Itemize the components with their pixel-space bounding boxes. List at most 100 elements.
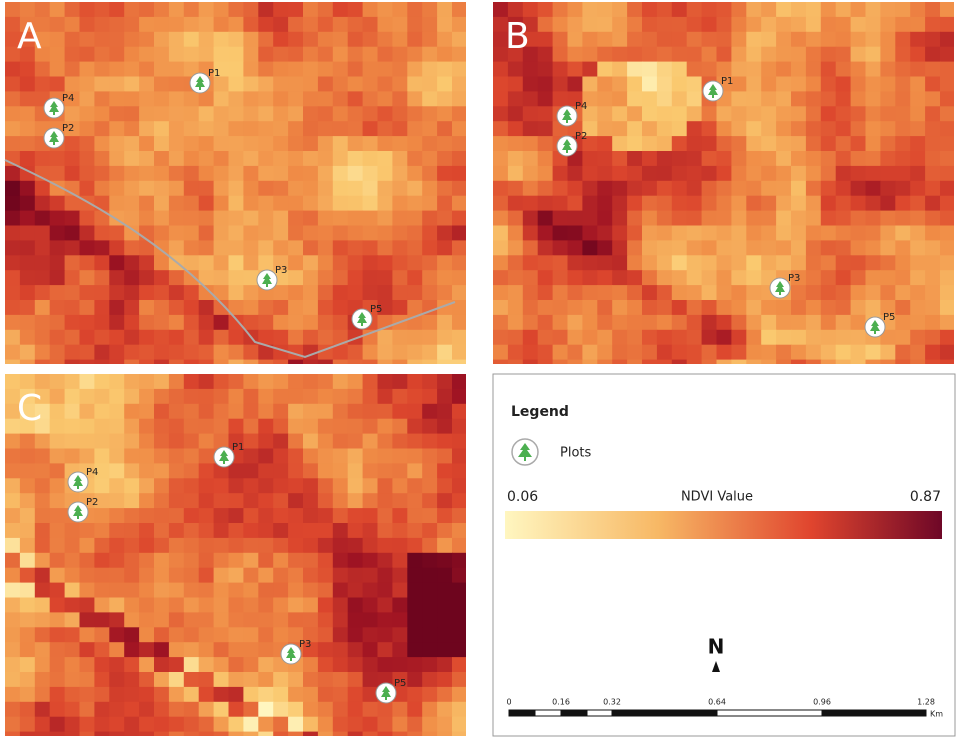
raster-cell [169, 419, 185, 435]
raster-cell [199, 568, 215, 584]
raster-cell [169, 434, 185, 450]
raster-cell [109, 493, 125, 509]
raster-cell [791, 91, 807, 107]
raster-cell [378, 732, 394, 736]
raster-cell [109, 612, 125, 628]
raster-cell [746, 17, 762, 33]
raster-cell [124, 136, 140, 152]
raster-cell [243, 270, 259, 286]
raster-cell [154, 434, 170, 450]
raster-cell [94, 449, 110, 465]
raster-cell [229, 32, 245, 48]
raster-cell [392, 627, 408, 643]
raster-cell [363, 404, 379, 420]
raster-cell [273, 330, 289, 346]
raster-cell [80, 404, 96, 420]
raster-cell [538, 330, 554, 346]
raster-cell [612, 255, 628, 270]
raster-cell [836, 47, 852, 63]
raster-cell [523, 270, 539, 286]
raster-cell [243, 181, 259, 197]
raster-cell [821, 270, 837, 286]
raster-cell [821, 345, 837, 361]
raster-cell [866, 345, 882, 361]
raster-cell [94, 598, 110, 614]
raster-cell [50, 523, 65, 539]
raster-cell [229, 106, 245, 122]
raster-cell [508, 106, 524, 122]
raster-cell [392, 732, 408, 736]
raster-cell [925, 360, 941, 364]
raster-cell [627, 285, 643, 301]
raster-cell [333, 717, 349, 733]
raster-cell [597, 151, 613, 167]
raster-cell [407, 389, 423, 405]
raster-cell [214, 360, 230, 364]
raster-cell [139, 255, 155, 270]
raster-cell [422, 523, 438, 539]
raster-cell [378, 285, 394, 301]
raster-cell [363, 493, 379, 509]
raster-cell [214, 374, 230, 390]
raster-cell [437, 62, 453, 78]
raster-cell [229, 538, 245, 554]
raster-cell [94, 121, 110, 137]
raster-cell [184, 478, 200, 494]
raster-cell [258, 523, 274, 539]
raster-cell [925, 300, 941, 316]
raster-cell [538, 181, 554, 197]
raster-cell [363, 32, 379, 48]
raster-cell [627, 211, 643, 227]
raster-cell [5, 463, 21, 479]
raster-cell [627, 32, 643, 48]
raster-cell [895, 32, 911, 48]
raster-cell [422, 508, 438, 523]
raster-cell [333, 657, 349, 673]
raster-cell [288, 672, 304, 688]
raster-cell [243, 211, 259, 227]
raster-cell [94, 345, 110, 361]
raster-cell [65, 404, 81, 420]
raster-cell [109, 151, 125, 167]
raster-cell [303, 717, 319, 733]
raster-cell [318, 77, 334, 93]
raster-cell [791, 226, 807, 242]
raster-cell [139, 211, 155, 227]
raster-cell [348, 612, 364, 628]
raster-cell [363, 2, 379, 18]
raster-cell [258, 62, 274, 78]
raster-cell [303, 598, 319, 614]
raster-cell [35, 196, 51, 212]
raster-cell [378, 598, 394, 614]
raster-cell [407, 702, 423, 718]
raster-cell [940, 300, 954, 316]
raster-cell [273, 91, 289, 107]
raster-cell [731, 32, 747, 48]
raster-cell [392, 226, 408, 242]
raster-cell [50, 419, 65, 435]
raster-cell [199, 300, 215, 316]
raster-cell [20, 508, 36, 523]
raster-cell [452, 285, 466, 301]
raster-cell [199, 493, 215, 509]
raster-cell [65, 62, 81, 78]
raster-cell [288, 17, 304, 33]
raster-cell [378, 538, 394, 554]
raster-cell [717, 2, 733, 18]
raster-cell [407, 508, 423, 523]
raster-cell [273, 47, 289, 63]
raster-cell [229, 285, 245, 301]
raster-cell [5, 642, 21, 658]
raster-cell [422, 642, 438, 658]
raster-cell [657, 166, 673, 182]
raster-cell [776, 166, 792, 182]
raster-cell [866, 62, 882, 78]
raster-cell [392, 419, 408, 435]
raster-cell [378, 121, 394, 137]
raster-cell [124, 583, 140, 599]
raster-cell [422, 345, 438, 361]
raster-cell [5, 300, 21, 316]
raster-cell [880, 226, 896, 242]
raster-cell [437, 612, 453, 628]
raster-cell [821, 226, 837, 242]
